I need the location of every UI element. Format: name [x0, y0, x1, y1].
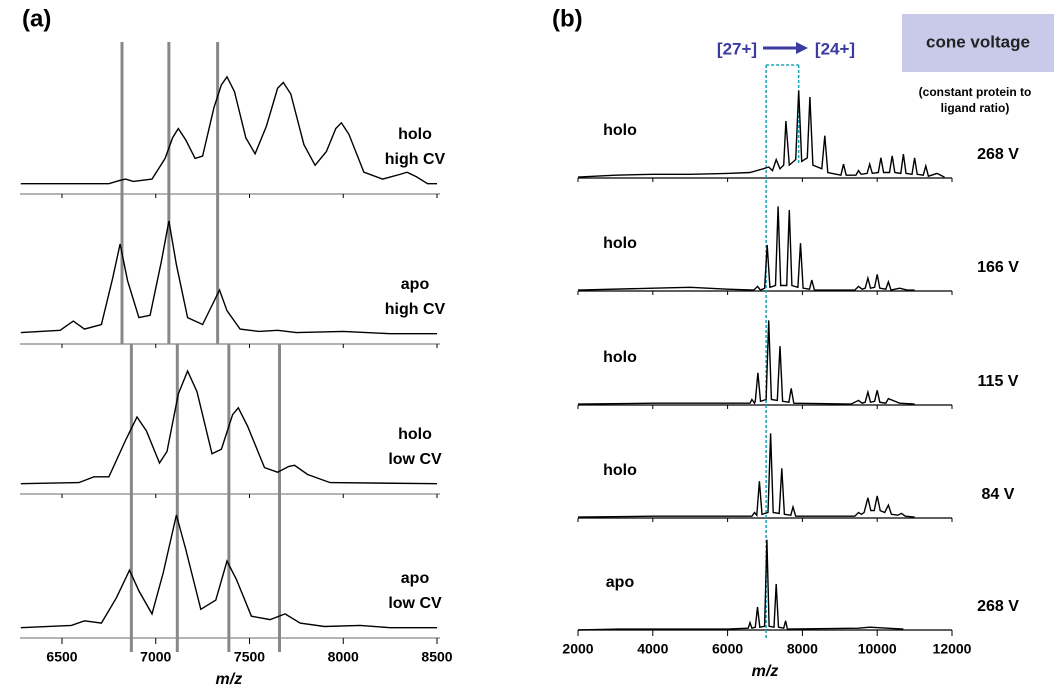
header: cone voltage [926, 32, 1030, 51]
x-tick-label: 7500 [234, 649, 265, 665]
spectrum [20, 369, 438, 485]
header-box [902, 14, 1054, 72]
x-axis-label: m/z [752, 663, 779, 680]
spectrum [577, 90, 945, 178]
trace-label: holo [603, 462, 637, 479]
spectrum [577, 206, 915, 291]
x-tick-label: 2000 [562, 641, 593, 657]
x-tick-label: 6500 [46, 649, 77, 665]
trace-label: apo [401, 570, 430, 587]
trace-label: holo [603, 349, 637, 366]
x-tick-label: 12000 [933, 641, 972, 657]
arrow-head [796, 42, 808, 54]
x-tick-label: 6000 [712, 641, 743, 657]
voltage-label: 115 V [978, 373, 1019, 390]
x-tick-label: 8500 [421, 649, 452, 665]
x-tick-label: 8000 [328, 649, 359, 665]
x-tick-label: 7000 [140, 649, 171, 665]
trace-label: holo [603, 122, 637, 139]
trace-label: holo [603, 235, 637, 252]
trace-label: apo [401, 276, 430, 293]
spectrum [577, 320, 915, 405]
charge-label: [24+] [815, 39, 855, 58]
spectrum [20, 75, 437, 185]
panel-label: (a) [22, 5, 51, 32]
header-note: (constant protein to ligand ratio) [918, 85, 1032, 115]
x-axis-label: m/z [216, 671, 243, 688]
trace-label: holo [398, 426, 432, 443]
voltage-label: 268 V [977, 598, 1019, 615]
voltage-label: 166 V [977, 259, 1019, 276]
charge-label: [27+] [717, 39, 757, 58]
trace-label: low CV [388, 451, 442, 468]
panel-label: (b) [552, 5, 583, 32]
trace-label: apo [606, 574, 635, 591]
spectrum [20, 220, 437, 335]
trace-label: low CV [388, 595, 442, 612]
spectrum [20, 514, 437, 629]
x-tick-label: 4000 [637, 641, 668, 657]
x-tick-label: 8000 [787, 641, 818, 657]
trace-label: high CV [385, 301, 446, 318]
spectrum [577, 433, 915, 518]
voltage-label: 268 V [977, 146, 1019, 163]
spectrum [577, 539, 904, 631]
voltage-label: 84 V [982, 486, 1015, 503]
trace-label: holo [398, 126, 432, 143]
trace-label: high CV [385, 151, 446, 168]
x-tick-label: 10000 [858, 641, 897, 657]
